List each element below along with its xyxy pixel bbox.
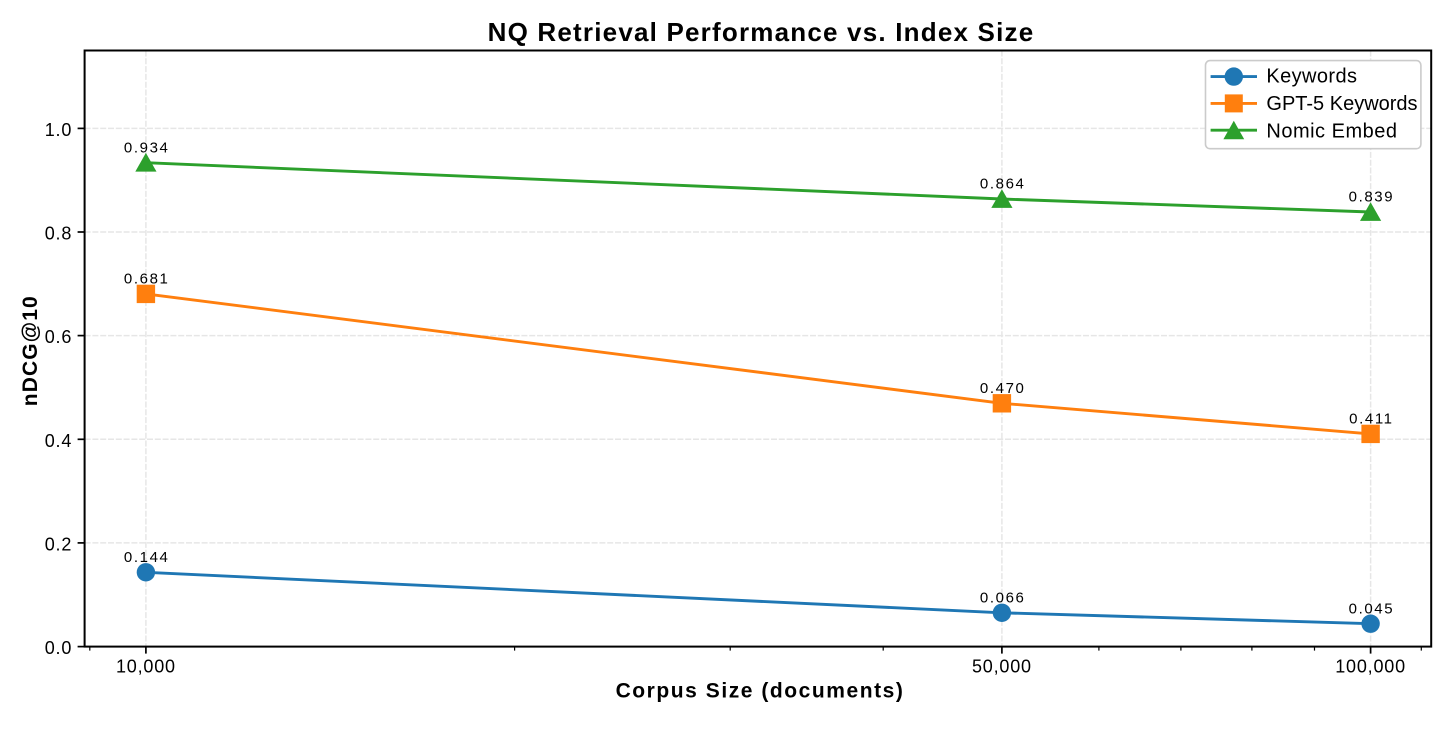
svg-text:0.411: 0.411: [1349, 411, 1393, 428]
svg-text:0.045: 0.045: [1349, 600, 1395, 617]
svg-text:0.934: 0.934: [124, 139, 170, 156]
svg-text:0.4: 0.4: [45, 431, 72, 451]
svg-text:0.839: 0.839: [1349, 189, 1395, 206]
svg-text:GPT-5 Keywords: GPT-5 Keywords: [1266, 93, 1417, 115]
svg-text:0.864: 0.864: [980, 176, 1026, 193]
svg-text:Nomic Embed: Nomic Embed: [1266, 120, 1397, 142]
svg-text:NQ Retrieval Performance vs. I: NQ Retrieval Performance vs. Index Size: [488, 17, 1035, 47]
svg-text:0.066: 0.066: [980, 589, 1026, 606]
svg-text:0.2: 0.2: [45, 534, 72, 554]
svg-text:0.6: 0.6: [45, 327, 72, 347]
svg-text:100,000: 100,000: [1335, 656, 1406, 676]
svg-text:nDCG@10: nDCG@10: [19, 295, 42, 406]
svg-text:Corpus Size (documents): Corpus Size (documents): [616, 680, 905, 703]
svg-text:0.0: 0.0: [45, 638, 72, 658]
svg-text:10,000: 10,000: [116, 656, 176, 676]
svg-text:1.0: 1.0: [45, 120, 72, 140]
svg-text:Keywords: Keywords: [1266, 66, 1357, 88]
svg-text:50,000: 50,000: [972, 656, 1032, 676]
svg-text:0.8: 0.8: [45, 224, 72, 244]
svg-text:0.470: 0.470: [980, 380, 1026, 397]
svg-text:0.681: 0.681: [124, 271, 170, 288]
svg-text:0.144: 0.144: [124, 549, 170, 566]
